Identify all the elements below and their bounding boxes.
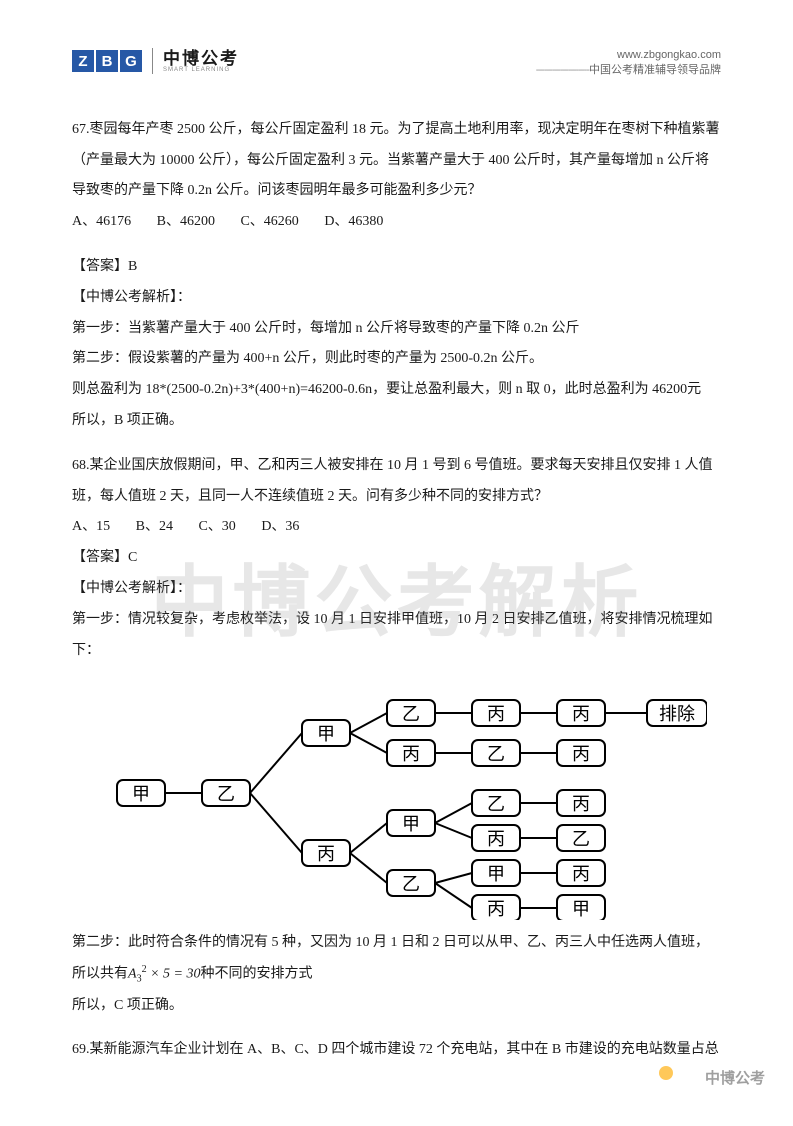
- logo-subtext: SMART LEARNING: [163, 67, 239, 73]
- page-header: Z B G 中博公考 SMART LEARNING www.zbgongkao.…: [72, 48, 721, 79]
- svg-text:丙: 丙: [572, 864, 590, 884]
- q68-opt-d: D、36: [261, 519, 299, 534]
- svg-text:丙: 丙: [572, 744, 590, 764]
- q68-step1: 第一步：情况较复杂，考虑枚举法，设 10 月 1 日安排甲值班，10 月 2 日…: [72, 605, 721, 667]
- logo-cn-text: 中博公考: [163, 50, 239, 67]
- q67-text: 67.枣园每年产枣 2500 公斤，每公斤固定盈利 18 元。为了提高土地利用率…: [72, 115, 721, 207]
- header-url: www.zbgongkao.com: [536, 48, 721, 63]
- svg-text:丙: 丙: [487, 829, 505, 849]
- watermark-dot-icon: [659, 1066, 673, 1080]
- q67-step1: 第一步：当紫薯产量大于 400 公斤时，每增加 n 公斤将导致枣的产量下降 0.…: [72, 314, 721, 345]
- content-body: 67.枣园每年产枣 2500 公斤，每公斤固定盈利 18 元。为了提高土地利用率…: [72, 115, 721, 1066]
- svg-text:甲: 甲: [132, 784, 150, 804]
- svg-text:甲: 甲: [487, 864, 505, 884]
- svg-text:丙: 丙: [402, 744, 420, 764]
- q68-step2-post: 种不同的安排方式: [200, 967, 312, 982]
- svg-text:乙: 乙: [487, 744, 505, 764]
- formula-perm: A32 × 5 = 30: [128, 959, 200, 990]
- q67-step3: 则总盈利为 18*(2500-0.2n)+3*(400+n)=46200-0.6…: [72, 375, 721, 406]
- svg-text:乙: 乙: [487, 794, 505, 814]
- q68-opt-c: C、30: [198, 519, 235, 534]
- q67-options: A、46176 B、46200 C、46260 D、46380: [72, 207, 721, 238]
- brand-logo: Z B G 中博公考 SMART LEARNING: [72, 48, 239, 74]
- header-slogan: 中国公考精准辅导领导品牌: [589, 64, 721, 76]
- q67-opt-a: A、46176: [72, 214, 131, 229]
- q67-answer: 【答案】B: [72, 252, 721, 283]
- logo-letter: B: [96, 50, 118, 72]
- q69-text: 69.某新能源汽车企业计划在 A、B、C、D 四个城市建设 72 个充电站，其中…: [72, 1035, 721, 1066]
- q67-opt-b: B、46200: [157, 214, 215, 229]
- svg-text:丙: 丙: [572, 704, 590, 724]
- q68-tree-diagram: 甲乙甲丙乙丙甲乙丙乙乙丙甲丙丙丙丙乙丙甲排除: [72, 670, 721, 920]
- logo-letter: G: [120, 50, 142, 72]
- q67-step2: 第二步：假设紫薯的产量为 400+n 公斤，则此时枣的产量为 2500-0.2n…: [72, 344, 721, 375]
- svg-text:乙: 乙: [572, 829, 590, 849]
- tree-svg: 甲乙甲丙乙丙甲乙丙乙乙丙甲丙丙丙丙乙丙甲排除: [87, 670, 707, 920]
- q68-opt-b: B、24: [136, 519, 173, 534]
- svg-text:丙: 丙: [317, 844, 335, 864]
- q68-conclusion: 所以，C 项正确。: [72, 991, 721, 1022]
- q68-options: A、15 B、24 C、30 D、36: [72, 512, 721, 543]
- svg-text:乙: 乙: [217, 784, 235, 804]
- q68-explain-label: 【中博公考解析】：: [72, 574, 721, 605]
- svg-text:排除: 排除: [659, 704, 695, 724]
- svg-text:乙: 乙: [402, 874, 420, 894]
- svg-text:甲: 甲: [317, 724, 335, 744]
- svg-text:甲: 甲: [402, 814, 420, 834]
- q68-answer: 【答案】C: [72, 543, 721, 574]
- header-right: www.zbgongkao.com --------------------中国…: [536, 48, 721, 79]
- svg-text:丙: 丙: [487, 704, 505, 724]
- svg-text:甲: 甲: [572, 899, 590, 919]
- q68-opt-a: A、15: [72, 519, 110, 534]
- q67-opt-d: D、46380: [324, 214, 383, 229]
- logo-letter: Z: [72, 50, 94, 72]
- q68-text: 68.某企业国庆放假期间，甲、乙和丙三人被安排在 10 月 1 号到 6 号值班…: [72, 451, 721, 513]
- logo-divider: [152, 48, 153, 74]
- svg-text:乙: 乙: [402, 704, 420, 724]
- q68-step2-line1: 第二步：此时符合条件的情况有 5 种，又因为 10 月 1 日和 2 日可以从甲…: [72, 928, 721, 959]
- svg-text:丙: 丙: [487, 899, 505, 919]
- svg-text:丙: 丙: [572, 794, 590, 814]
- q67-conclusion: 所以，B 项正确。: [72, 406, 721, 437]
- q68-step2-line2: 所以共有A32 × 5 = 30种不同的安排方式: [72, 959, 721, 990]
- q67-opt-c: C、46260: [240, 214, 298, 229]
- q67-explain-label: 【中博公考解析】：: [72, 283, 721, 314]
- header-dashes: --------------------: [536, 64, 589, 76]
